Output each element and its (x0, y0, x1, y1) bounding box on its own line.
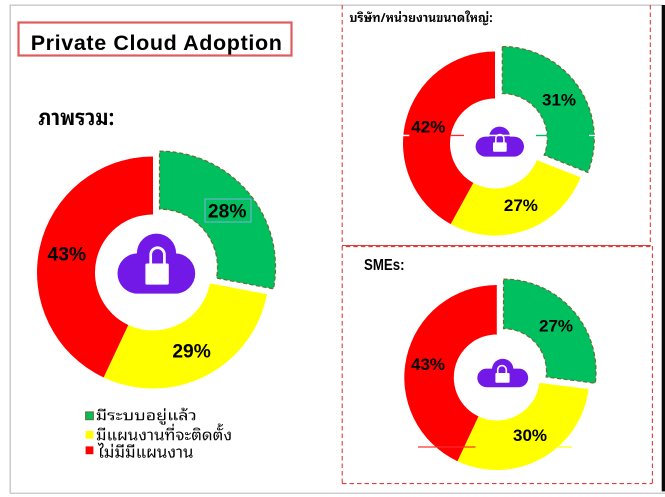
svg-text:29%: 29% (172, 342, 211, 363)
svg-text:42%: 42% (411, 118, 445, 137)
svg-text:43%: 43% (411, 355, 445, 374)
svg-text:30%: 30% (513, 426, 547, 445)
svg-text:SMEs:: SMEs: (364, 257, 405, 274)
svg-text:27%: 27% (539, 317, 573, 336)
svg-text:43%: 43% (48, 245, 87, 266)
svg-text:28%: 28% (208, 202, 247, 223)
svg-text:27%: 27% (504, 196, 538, 215)
svg-text:31%: 31% (542, 91, 576, 110)
svg-text:Private Cloud Adoption: Private Cloud Adoption (31, 31, 283, 55)
